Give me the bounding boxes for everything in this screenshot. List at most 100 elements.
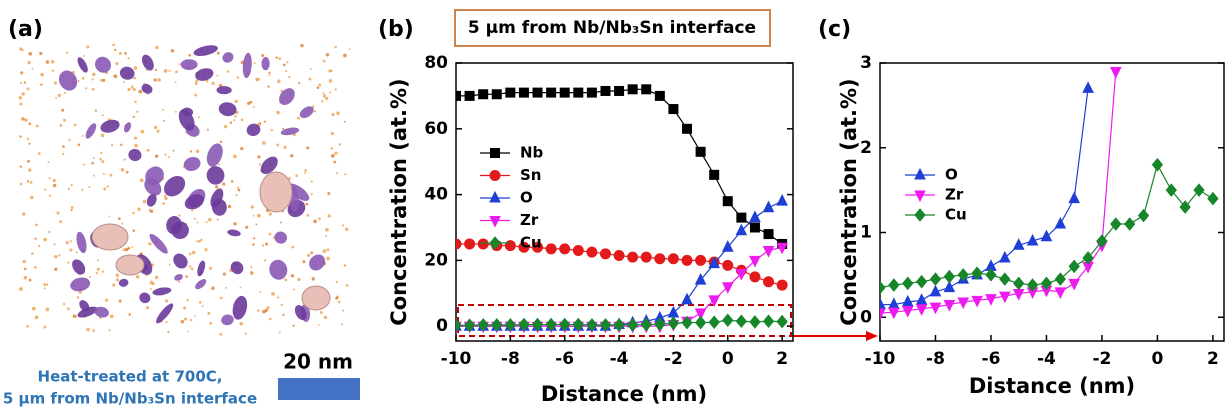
solute-atom	[205, 221, 208, 224]
solute-atom	[48, 194, 51, 197]
marker	[762, 246, 775, 258]
solute-atom	[335, 280, 338, 284]
marker	[559, 243, 571, 255]
legend-label: Cu	[520, 234, 542, 252]
solute-atom	[269, 317, 272, 321]
x-tick-label: -8	[926, 349, 945, 369]
marker	[627, 318, 639, 332]
oxide-cluster	[124, 122, 132, 133]
oxide-cluster	[166, 215, 182, 235]
solute-atom	[330, 131, 335, 136]
solute-atom	[237, 186, 240, 189]
marker	[477, 318, 489, 332]
solute-atom	[348, 48, 351, 51]
marker	[695, 146, 706, 157]
solute-atom	[153, 78, 157, 82]
solute-atom	[284, 278, 288, 282]
solute-atom	[343, 120, 346, 123]
marker	[1110, 217, 1122, 231]
solute-atom	[76, 251, 78, 254]
solute-atom	[259, 290, 262, 293]
solute-atom	[265, 242, 269, 246]
y-tick-label: 40	[424, 185, 448, 205]
solute-atom	[328, 79, 333, 83]
oxide-cluster	[94, 306, 109, 318]
solute-atom	[52, 178, 57, 183]
solute-atom	[43, 237, 48, 242]
marker	[572, 317, 584, 332]
solute-atom	[124, 247, 129, 252]
marker	[1082, 81, 1094, 93]
solute-atom	[319, 311, 323, 314]
marker	[708, 315, 720, 330]
solute-atom	[310, 192, 313, 196]
solute-atom	[253, 62, 256, 65]
marker	[627, 84, 638, 95]
oxide-cluster	[195, 279, 207, 290]
solute-atom	[278, 331, 281, 334]
marker	[1068, 278, 1081, 291]
solute-atom	[282, 63, 286, 67]
solute-atom	[164, 196, 168, 201]
solute-atom	[344, 173, 347, 176]
solute-atom	[302, 260, 306, 264]
marker	[586, 318, 598, 332]
oxide-cluster	[77, 57, 88, 73]
oxide-cluster	[128, 148, 142, 162]
solute-atom	[95, 271, 99, 275]
solute-atom	[290, 274, 295, 278]
solute-atom	[26, 87, 30, 91]
solute-atom	[222, 182, 226, 186]
solute-atom	[91, 87, 95, 91]
solute-atom	[343, 264, 346, 267]
marker	[572, 245, 584, 257]
legend-marker	[489, 216, 501, 228]
solute-atom	[252, 106, 255, 108]
solute-atom	[321, 100, 324, 103]
legend-marker	[489, 236, 501, 250]
marker	[722, 259, 734, 271]
solute-atom	[290, 154, 294, 158]
solute-atom	[69, 240, 72, 243]
solute-atom	[237, 188, 241, 192]
solute-atom	[201, 305, 204, 308]
legend-label: O	[520, 189, 533, 207]
solute-atom	[175, 70, 178, 74]
solute-atom	[28, 122, 32, 126]
solute-atom	[48, 177, 51, 180]
marker	[694, 308, 707, 321]
solute-atom	[153, 125, 158, 130]
solute-atom	[55, 97, 58, 99]
marker	[586, 246, 598, 258]
solute-atom	[328, 91, 331, 94]
marker	[1109, 66, 1122, 79]
solute-atom	[163, 69, 168, 73]
solute-atom	[276, 296, 280, 299]
solute-atom	[53, 243, 56, 246]
solute-atom	[268, 71, 271, 75]
marker	[902, 276, 914, 291]
solute-atom	[336, 111, 340, 116]
solute-atom	[250, 266, 253, 269]
solute-atom	[297, 277, 301, 282]
solute-atom	[198, 301, 202, 304]
solute-atom	[39, 51, 43, 56]
y-tick-label: 60	[424, 119, 448, 139]
solute-atom	[19, 47, 23, 51]
marker	[929, 302, 942, 315]
solute-atom	[226, 70, 230, 73]
solute-atom	[330, 154, 335, 158]
marker	[464, 238, 476, 250]
solute-atom	[191, 250, 196, 255]
solute-atom	[183, 317, 188, 321]
marker	[613, 249, 625, 261]
legend-marker	[914, 190, 926, 203]
solute-atom	[149, 280, 154, 285]
marker	[613, 318, 625, 332]
marker	[749, 210, 761, 223]
solute-atom	[261, 141, 266, 145]
marker	[943, 280, 956, 293]
solute-atom	[335, 172, 339, 175]
solute-atom	[121, 222, 124, 225]
